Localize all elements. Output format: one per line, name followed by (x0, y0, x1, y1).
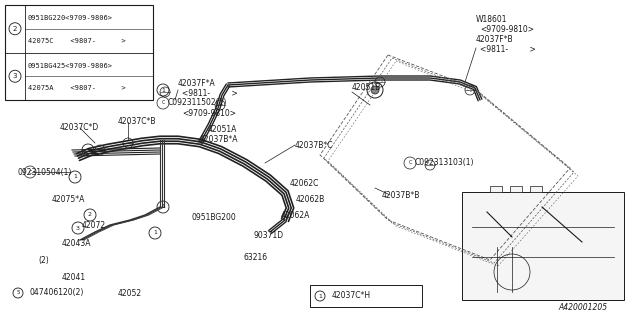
Text: 42037B*B: 42037B*B (382, 190, 420, 199)
Text: 42051A: 42051A (208, 125, 237, 134)
Text: 42075C    <9807-      >: 42075C <9807- > (28, 38, 125, 44)
Text: A420001205: A420001205 (558, 303, 607, 313)
Text: 2: 2 (13, 26, 17, 32)
Text: W18601: W18601 (476, 15, 508, 25)
Text: C092313103(1): C092313103(1) (415, 158, 474, 167)
Text: 1: 1 (161, 204, 165, 210)
Text: 42037C*H: 42037C*H (332, 292, 371, 300)
Bar (530, 186, 542, 192)
Text: 42072: 42072 (82, 220, 106, 229)
Bar (310, 285, 422, 307)
Text: C: C (408, 161, 412, 165)
Text: 42051B: 42051B (352, 84, 381, 92)
Text: <9811-         >: <9811- > (182, 89, 237, 98)
Text: 42062C: 42062C (290, 179, 319, 188)
Text: 0951BG220<9709-9806>: 0951BG220<9709-9806> (28, 15, 113, 21)
Text: 5: 5 (16, 291, 20, 295)
Text: <9811-         >: <9811- > (480, 45, 536, 54)
Text: C: C (161, 100, 164, 106)
Text: <9709-9810>: <9709-9810> (480, 26, 534, 35)
Text: 42052: 42052 (118, 289, 142, 298)
Text: 42037B*A: 42037B*A (200, 135, 239, 145)
Bar (510, 186, 522, 192)
Text: 1: 1 (161, 87, 165, 92)
Circle shape (371, 86, 379, 94)
Bar (462, 192, 624, 300)
Text: 42075*A: 42075*A (52, 196, 85, 204)
Text: 0951BG200: 0951BG200 (192, 213, 237, 222)
Text: 1: 1 (86, 148, 90, 153)
Text: 2: 2 (88, 212, 92, 218)
Text: 42037F*B: 42037F*B (476, 36, 514, 44)
Text: 42037C*D: 42037C*D (60, 124, 99, 132)
Text: C: C (28, 170, 32, 174)
Text: 90371D: 90371D (254, 230, 284, 239)
Bar (490, 186, 502, 192)
Text: 3: 3 (76, 226, 80, 230)
Text: 1: 1 (318, 293, 322, 299)
Text: 42043A: 42043A (62, 238, 92, 247)
Text: 3: 3 (13, 73, 17, 79)
Text: 42062A: 42062A (281, 212, 310, 220)
Text: 42037F*A: 42037F*A (178, 79, 216, 89)
Text: 42037B*C: 42037B*C (295, 140, 333, 149)
Text: <9709-9810>: <9709-9810> (182, 108, 236, 117)
Text: 047406120(2): 047406120(2) (30, 289, 84, 298)
Text: 1: 1 (73, 174, 77, 180)
Text: 092310504(1): 092310504(1) (18, 167, 72, 177)
Text: 42062B: 42062B (296, 196, 325, 204)
Text: 42037C*B: 42037C*B (118, 117, 157, 126)
Text: 42041: 42041 (62, 273, 86, 282)
Text: 0951BG425<9709-9806>: 0951BG425<9709-9806> (28, 63, 113, 69)
Text: (2): (2) (38, 255, 49, 265)
Text: C092311502(1): C092311502(1) (168, 99, 227, 108)
Text: 63216: 63216 (243, 252, 267, 261)
Text: 1: 1 (153, 230, 157, 236)
Bar (5, 5, 153, 100)
Text: 42075A    <9807-      >: 42075A <9807- > (28, 85, 125, 91)
